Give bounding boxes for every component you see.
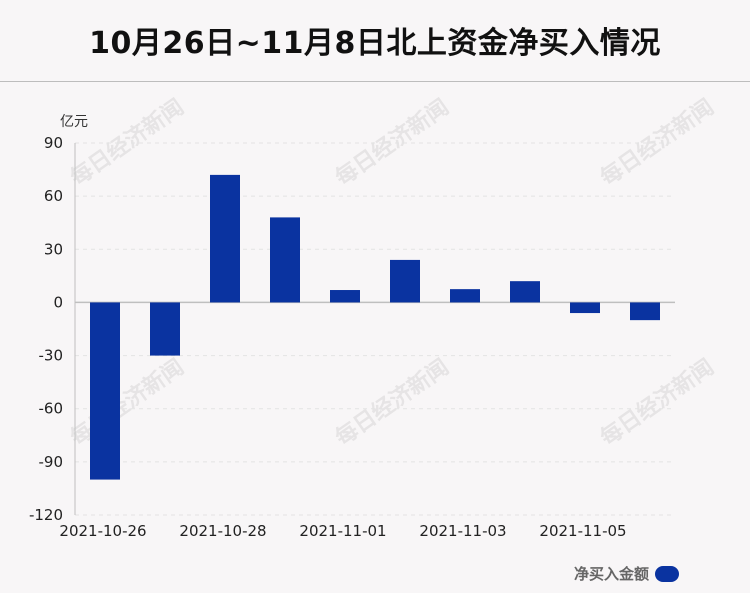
y-tick-label: 90 [44, 134, 63, 152]
x-tick-label: 2021-11-01 [299, 522, 386, 540]
y-tick-label: -60 [39, 400, 64, 418]
bar-2021-11-08[interactable] [630, 302, 660, 321]
bar-2021-11-05[interactable] [570, 302, 600, 314]
y-unit-label: 亿元 [60, 114, 88, 130]
chart-title: 10月26日~11月8日北上资金净买入情况 [89, 26, 661, 61]
bar-2021-11-02[interactable] [390, 259, 420, 303]
y-tick-label: 60 [44, 187, 63, 205]
bar-2021-10-29[interactable] [270, 217, 300, 303]
bar-2021-10-28[interactable] [210, 174, 240, 303]
bar-2021-11-01[interactable] [330, 290, 360, 303]
x-tick-label: 2021-10-28 [179, 522, 266, 540]
bar-2021-10-27[interactable] [150, 302, 180, 356]
legend-swatch [655, 565, 680, 582]
y-tick-label: -90 [39, 453, 64, 471]
x-tick-label: 2021-10-26 [59, 522, 146, 540]
x-tick-label: 2021-11-03 [419, 522, 506, 540]
legend: 净买入金额 [574, 563, 680, 584]
y-tick-label: -120 [29, 506, 63, 524]
y-tick-label: -30 [39, 347, 64, 365]
title-divider [0, 81, 750, 82]
bar-2021-11-04[interactable] [510, 281, 540, 303]
x-tick-label: 2021-11-05 [539, 522, 626, 540]
y-tick-label: 0 [53, 293, 63, 311]
legend-label: 净买入金额 [574, 565, 650, 583]
y-tick-label: 30 [44, 240, 63, 258]
bar-2021-10-26[interactable] [90, 302, 120, 480]
bar-2021-11-03[interactable] [450, 289, 480, 303]
